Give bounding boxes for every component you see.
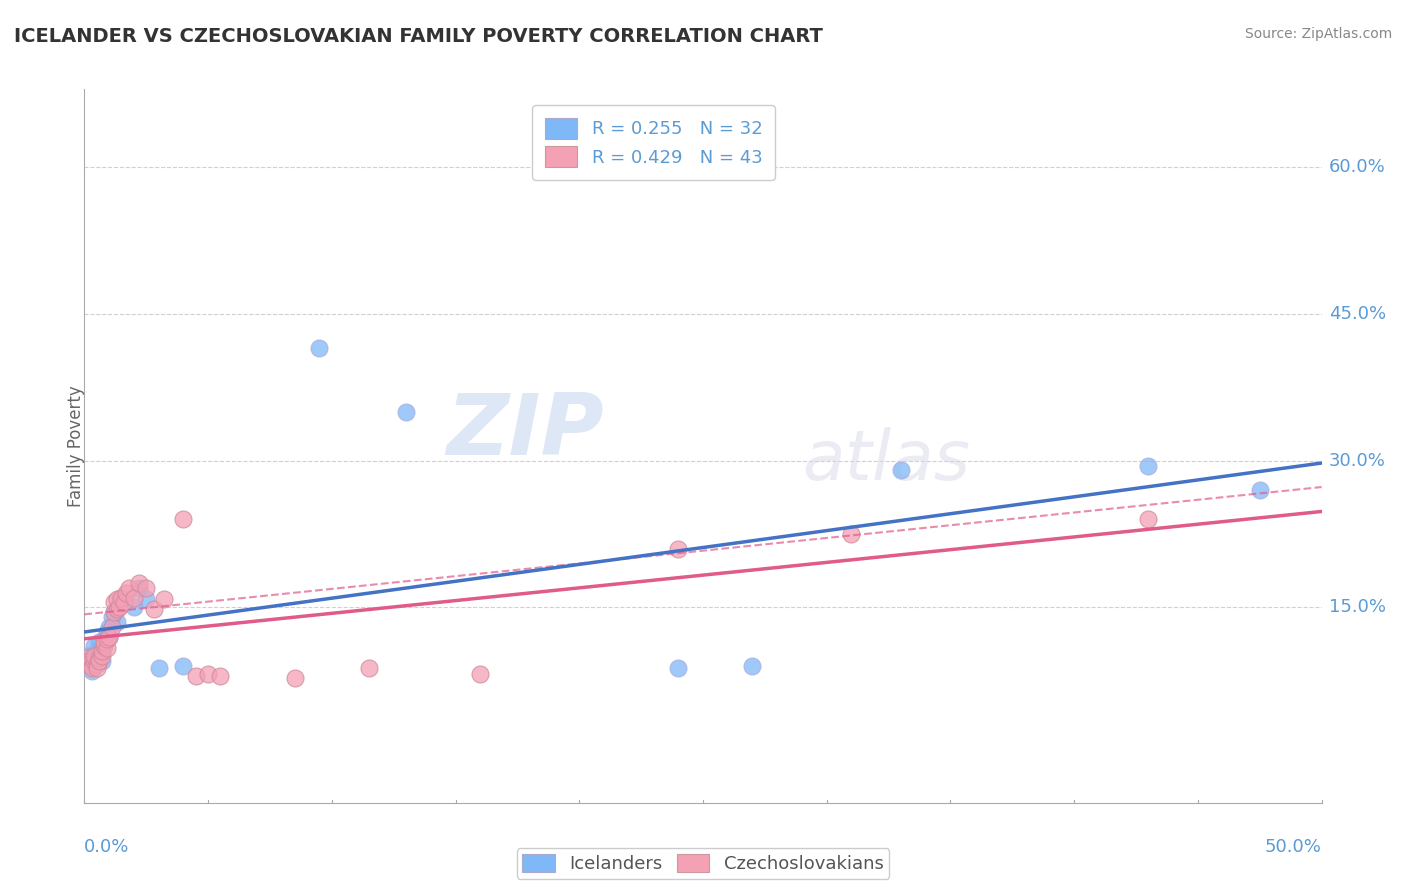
- Point: [1137, 512, 1160, 526]
- Point: [115, 585, 138, 599]
- Y-axis label: Family Poverty: Family Poverty: [67, 385, 84, 507]
- Point: [86, 657, 108, 671]
- Point: [105, 592, 128, 607]
- Point: [110, 591, 132, 605]
- Point: [93, 634, 115, 648]
- Point: [357, 661, 380, 675]
- Point: [172, 512, 194, 526]
- Point: [128, 581, 150, 595]
- Text: 15.0%: 15.0%: [1329, 599, 1385, 616]
- Text: atlas: atlas: [801, 426, 970, 494]
- Text: ICELANDER VS CZECHOSLOVAKIAN FAMILY POVERTY CORRELATION CHART: ICELANDER VS CZECHOSLOVAKIAN FAMILY POVE…: [14, 27, 823, 45]
- Point: [108, 600, 131, 615]
- Point: [98, 630, 121, 644]
- Point: [83, 640, 105, 654]
- Point: [1249, 483, 1271, 497]
- Point: [93, 640, 115, 654]
- Text: 60.0%: 60.0%: [1329, 159, 1385, 177]
- Point: [103, 595, 125, 609]
- Point: [89, 634, 111, 648]
- Point: [148, 661, 170, 675]
- Point: [86, 661, 108, 675]
- Legend: Icelanders, Czechoslovakians: Icelanders, Czechoslovakians: [517, 848, 889, 879]
- Text: Source: ZipAtlas.com: Source: ZipAtlas.com: [1244, 27, 1392, 41]
- Point: [80, 664, 103, 678]
- Point: [308, 341, 330, 355]
- Point: [122, 600, 145, 615]
- Text: 50.0%: 50.0%: [1265, 838, 1322, 856]
- Point: [105, 602, 128, 616]
- Point: [80, 659, 103, 673]
- Point: [741, 659, 763, 673]
- Point: [890, 463, 912, 477]
- Text: ZIP: ZIP: [446, 390, 605, 474]
- Point: [96, 641, 118, 656]
- Point: [89, 654, 111, 668]
- Point: [142, 602, 165, 616]
- Point: [80, 661, 103, 675]
- Point: [172, 659, 194, 673]
- Point: [79, 654, 101, 668]
- Text: 45.0%: 45.0%: [1329, 305, 1386, 323]
- Point: [86, 644, 108, 658]
- Point: [666, 661, 689, 675]
- Point: [93, 632, 115, 646]
- Point: [90, 644, 112, 658]
- Point: [122, 591, 145, 605]
- Point: [841, 527, 863, 541]
- Point: [197, 666, 219, 681]
- Point: [86, 649, 108, 664]
- Point: [96, 632, 118, 646]
- Point: [105, 615, 128, 629]
- Point: [103, 605, 125, 619]
- Text: 30.0%: 30.0%: [1329, 451, 1385, 470]
- Legend: R = 0.255   N = 32, R = 0.429   N = 43: R = 0.255 N = 32, R = 0.429 N = 43: [531, 105, 775, 179]
- Point: [135, 592, 157, 607]
- Point: [90, 641, 112, 656]
- Point: [128, 575, 150, 590]
- Point: [209, 669, 232, 683]
- Point: [83, 654, 105, 668]
- Point: [79, 654, 101, 668]
- Point: [284, 671, 307, 685]
- Point: [666, 541, 689, 556]
- Point: [76, 651, 98, 665]
- Point: [90, 649, 112, 664]
- Point: [80, 659, 103, 673]
- Point: [100, 620, 122, 634]
- Point: [83, 649, 105, 664]
- Point: [152, 592, 174, 607]
- Point: [96, 624, 118, 639]
- Point: [76, 649, 98, 664]
- Point: [89, 651, 111, 665]
- Point: [100, 610, 122, 624]
- Point: [110, 591, 132, 605]
- Point: [79, 657, 101, 671]
- Point: [395, 405, 418, 419]
- Point: [98, 620, 121, 634]
- Point: [112, 595, 135, 609]
- Point: [470, 666, 492, 681]
- Text: 0.0%: 0.0%: [84, 838, 129, 856]
- Point: [184, 669, 207, 683]
- Point: [108, 600, 131, 615]
- Point: [1137, 458, 1160, 473]
- Point: [118, 581, 141, 595]
- Point: [103, 605, 125, 619]
- Point: [135, 581, 157, 595]
- Point: [90, 654, 112, 668]
- Point: [83, 657, 105, 671]
- Point: [98, 630, 121, 644]
